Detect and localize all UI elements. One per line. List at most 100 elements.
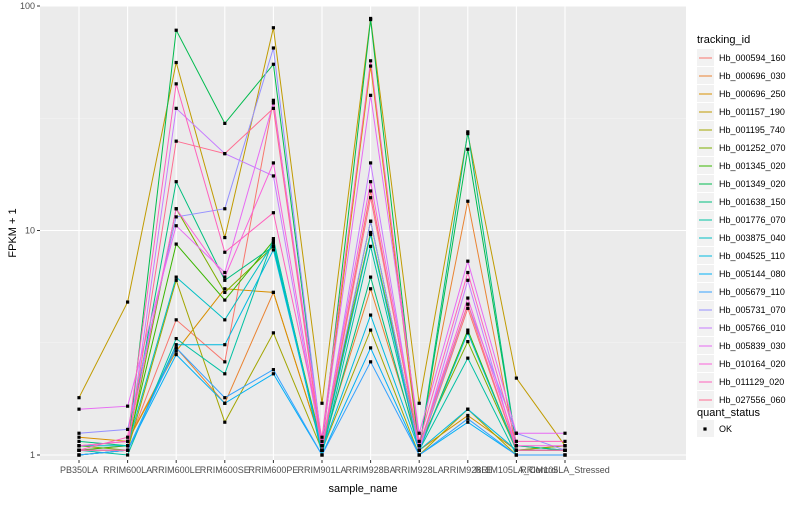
data-point (466, 199, 470, 203)
legend-item-label: Hb_005144_080 (719, 269, 786, 279)
data-point (271, 101, 275, 105)
data-point (271, 248, 275, 252)
data-point (223, 152, 227, 156)
data-point (126, 453, 130, 457)
data-point (174, 278, 178, 282)
data-point (174, 60, 178, 65)
data-point (174, 224, 178, 228)
data-point (126, 439, 130, 443)
data-point (320, 448, 324, 452)
data-point (369, 313, 373, 317)
legend-item-label: Hb_001157_190 (719, 107, 785, 117)
x-tick-label: RRIM928BA (346, 465, 396, 475)
x-tick-label: RRIM928LA (395, 465, 444, 475)
legend-item-label: Hb_001252_070 (719, 143, 786, 153)
data-point (223, 250, 227, 254)
data-point (466, 339, 470, 344)
legend-item-label: Hb_001638_150 (719, 197, 786, 207)
data-point (369, 93, 373, 97)
legend: tracking_id quant_status Hb_000594_160 Hb… (697, 34, 786, 437)
data-point (223, 235, 227, 240)
data-point (223, 207, 227, 211)
data-point (320, 444, 324, 448)
data-point (466, 331, 470, 335)
data-point (174, 82, 178, 86)
data-point (271, 174, 275, 178)
y-axis-title: FPKM + 1 (7, 208, 19, 257)
legend-title-quant-status: quant_status (697, 407, 760, 419)
data-point (369, 189, 373, 193)
data-point (271, 161, 275, 165)
y-tick-label: 10 (25, 225, 35, 235)
data-point (369, 64, 373, 68)
data-point (466, 306, 470, 310)
data-point (126, 444, 130, 448)
data-point (563, 448, 567, 452)
legend-item-label: Hb_000594_160 (719, 53, 786, 63)
data-point (271, 237, 275, 241)
data-point (223, 318, 227, 322)
data-point (174, 215, 178, 219)
x-tick-label: RRIM600PE (248, 465, 298, 475)
x-tick-label: RRIM600LA (103, 465, 152, 475)
data-point (174, 28, 178, 32)
data-point (466, 356, 470, 360)
data-point (369, 275, 373, 279)
data-point (77, 431, 81, 435)
data-point (126, 435, 130, 439)
legend-item-label: Hb_005766_010 (719, 323, 786, 333)
data-point (223, 287, 227, 291)
data-point (77, 396, 81, 400)
data-point (174, 353, 178, 357)
x-tick-label: RRIM600SE (200, 465, 250, 475)
data-point (271, 290, 275, 294)
data-point (466, 417, 470, 421)
data-point (174, 207, 178, 211)
data-point (563, 453, 567, 457)
data-point (466, 132, 470, 136)
legend-item-label: Hb_001349_020 (719, 179, 786, 189)
data-point (223, 290, 227, 294)
x-axis-title: sample_name (328, 483, 397, 495)
data-point (466, 147, 470, 151)
data-point (369, 196, 373, 200)
data-point (369, 232, 373, 237)
data-point (271, 211, 275, 215)
data-point (514, 453, 518, 457)
data-point (369, 230, 373, 235)
legend-item-label: Hb_027556_060 (719, 395, 786, 405)
data-point (514, 431, 518, 435)
data-point (369, 328, 373, 332)
data-point (126, 404, 130, 408)
data-point (77, 444, 81, 448)
data-point (369, 287, 373, 291)
data-point (417, 448, 421, 452)
data-point (223, 298, 227, 302)
data-point (369, 161, 373, 165)
legend-shape-swatch (703, 427, 707, 431)
data-point (223, 121, 227, 125)
data-point (417, 453, 421, 457)
data-point (271, 244, 275, 248)
data-point (126, 427, 130, 432)
data-point (369, 219, 373, 223)
data-point (223, 343, 227, 347)
data-point (514, 448, 518, 452)
data-point (466, 278, 470, 282)
data-point (174, 242, 178, 246)
data-point (77, 439, 81, 443)
data-point (271, 239, 275, 243)
data-point (466, 420, 470, 424)
data-point (271, 331, 275, 335)
x-tick-label: RRIM105LA_Stressed (520, 465, 610, 475)
data-point (369, 180, 373, 184)
legend-item-label: Hb_001345_020 (719, 161, 786, 171)
x-tick-label: RRIM105LA_Control (475, 465, 558, 475)
data-point (223, 270, 227, 275)
data-point (563, 439, 567, 443)
data-point (369, 244, 373, 248)
x-tick-label: RRIM901LA (297, 465, 346, 475)
legend-item-label: Hb_000696_250 (719, 89, 786, 99)
data-point (77, 448, 81, 452)
